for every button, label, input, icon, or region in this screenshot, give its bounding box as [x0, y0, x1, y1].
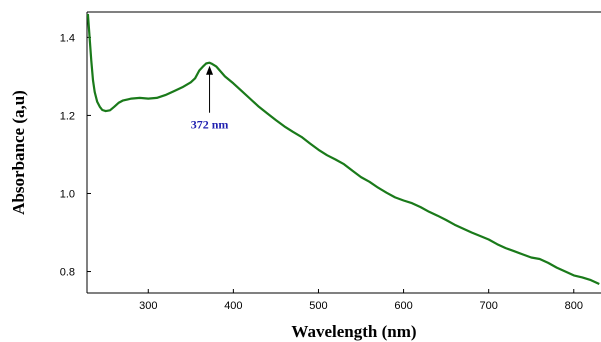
x-tick-label: 800: [565, 300, 583, 312]
absorbance-line: [86, 13, 600, 285]
x-tick-label: 700: [479, 300, 497, 312]
x-tick-label: 300: [139, 300, 157, 312]
x-axis-title: Wavelength (nm): [291, 322, 416, 341]
axes: [86, 11, 601, 294]
peak-label: 372 nm: [191, 118, 229, 132]
y-tick-label: 0.8: [60, 267, 75, 279]
y-tick-label: 1.4: [60, 32, 75, 44]
x-tick-label: 400: [224, 300, 242, 312]
x-tick-label: 600: [394, 300, 412, 312]
y-tick-label: 1.0: [60, 188, 75, 200]
peak-arrow-head: [206, 65, 214, 75]
y-axis-title: Absorbance (a,u): [9, 90, 28, 215]
x-tick-label: 500: [309, 300, 327, 312]
y-tick-label: 1.2: [60, 110, 75, 122]
ticks: 300 400 500 600 700 800 0.8 1.0 1.2 1.4: [60, 32, 583, 312]
peak-annotation: 372 nm: [191, 65, 229, 132]
